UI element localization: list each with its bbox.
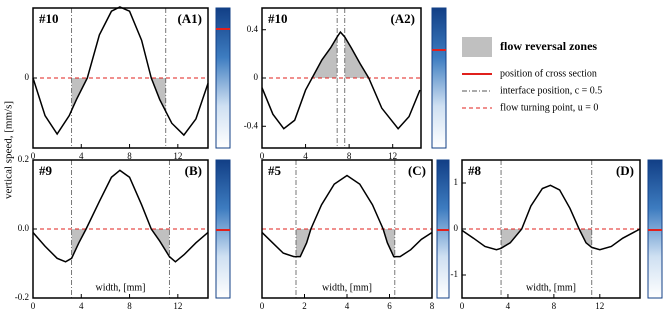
- panel-label: (B): [185, 163, 202, 178]
- x-tick-label: 12: [388, 151, 397, 161]
- y-tick-label: 0: [454, 223, 459, 233]
- panel: 0 4 8 12 0.4 0 -0.4 #10 (A2): [244, 7, 422, 161]
- x-tick-label: 4: [506, 301, 511, 311]
- x-axis-label: width, [mm]: [96, 282, 146, 293]
- flow-reversal-zone: [579, 229, 592, 248]
- legend-label: interface position, c = 0.5: [500, 85, 602, 96]
- panel-label: (C): [408, 163, 426, 178]
- y-tick-label: 0.4: [247, 24, 259, 34]
- y-tick-label: 0: [254, 72, 259, 82]
- x-tick-label: 0: [31, 151, 36, 161]
- x-tick-label: 4: [303, 151, 308, 161]
- y-tick-label: 0: [25, 72, 30, 82]
- thumbnail: [431, 7, 447, 149]
- y-tick-label: 1: [454, 177, 459, 187]
- x-tick-label: 12: [173, 301, 182, 311]
- speed-curve: [32, 169, 209, 263]
- x-tick-label: 2: [302, 301, 307, 311]
- panel: 0 4 8 12 0.2 0.0 -0.2 #9 (B) width, [mm]: [15, 154, 209, 311]
- panel: 0 4 8 12 0 #10 (A1) vertical speed, [mm/s]: [3, 6, 209, 199]
- x-tick-label: 12: [173, 151, 182, 161]
- panel-label: (A2): [390, 11, 415, 26]
- speed-curve: [461, 184, 641, 251]
- x-tick-label: 0: [31, 301, 36, 311]
- x-tick-label: 4: [79, 301, 84, 311]
- y-tick-label: 0.0: [18, 223, 30, 233]
- y-tick-label: -0.4: [244, 120, 259, 130]
- legend-label: flow turning point, u = 0: [500, 102, 598, 113]
- case-label: #8: [468, 163, 482, 178]
- case-label: #9: [39, 163, 53, 178]
- x-tick-label: 8: [127, 301, 132, 311]
- x-tick-label: 0: [260, 301, 265, 311]
- speed-curve: [261, 30, 421, 130]
- x-axis-label: width, [mm]: [322, 282, 372, 293]
- case-label: #10: [268, 11, 288, 26]
- x-tick-label: 8: [347, 151, 352, 161]
- flow-reversal-zone: [71, 229, 87, 259]
- panel: 0 2 4 6 8 #5 (C) width, [mm]: [260, 159, 435, 311]
- x-tick-label: 6: [387, 301, 392, 311]
- flow-reversal-zone: [501, 229, 522, 249]
- thumbnail: [215, 7, 231, 149]
- x-tick-label: 0: [260, 151, 265, 161]
- legend-swatch: [462, 37, 492, 57]
- case-label: #10: [39, 11, 59, 26]
- legend-label: position of cross section: [500, 68, 597, 79]
- x-tick-label: 4: [345, 301, 350, 311]
- flow-reversal-zone: [383, 229, 395, 257]
- x-axis-label: width, [mm]: [526, 282, 576, 293]
- x-tick-label: 8: [127, 151, 132, 161]
- flow-reversal-zone: [296, 229, 311, 257]
- thumbnails: [215, 7, 663, 299]
- y-tick-label: -1: [451, 269, 459, 279]
- speed-curve: [261, 174, 433, 258]
- y-axis-label: vertical speed, [mm/s]: [3, 101, 15, 199]
- x-tick-label: 0: [460, 301, 465, 311]
- x-tick-label: 8: [552, 301, 557, 311]
- flow-reversal-zone: [151, 229, 170, 257]
- panel-label: (A1): [177, 11, 202, 26]
- panel-label: (D): [616, 163, 634, 178]
- y-tick-label: 0.2: [18, 154, 29, 164]
- plot-frame: [461, 159, 641, 299]
- case-label: #5: [268, 163, 282, 178]
- x-tick-label: 12: [595, 301, 604, 311]
- y-tick-label: -0.2: [15, 292, 29, 302]
- speed-curve: [32, 6, 209, 137]
- x-tick-label: 4: [79, 151, 84, 161]
- legend: flow reversal zones position of cross sec…: [462, 37, 602, 113]
- flow-reversal-zone: [71, 78, 88, 111]
- panel: 0 4 8 12 1 0 -1 #8 (D) width, [mm]: [451, 159, 641, 311]
- x-tick-label: 8: [430, 301, 435, 311]
- legend-label: flow reversal zones: [500, 39, 597, 53]
